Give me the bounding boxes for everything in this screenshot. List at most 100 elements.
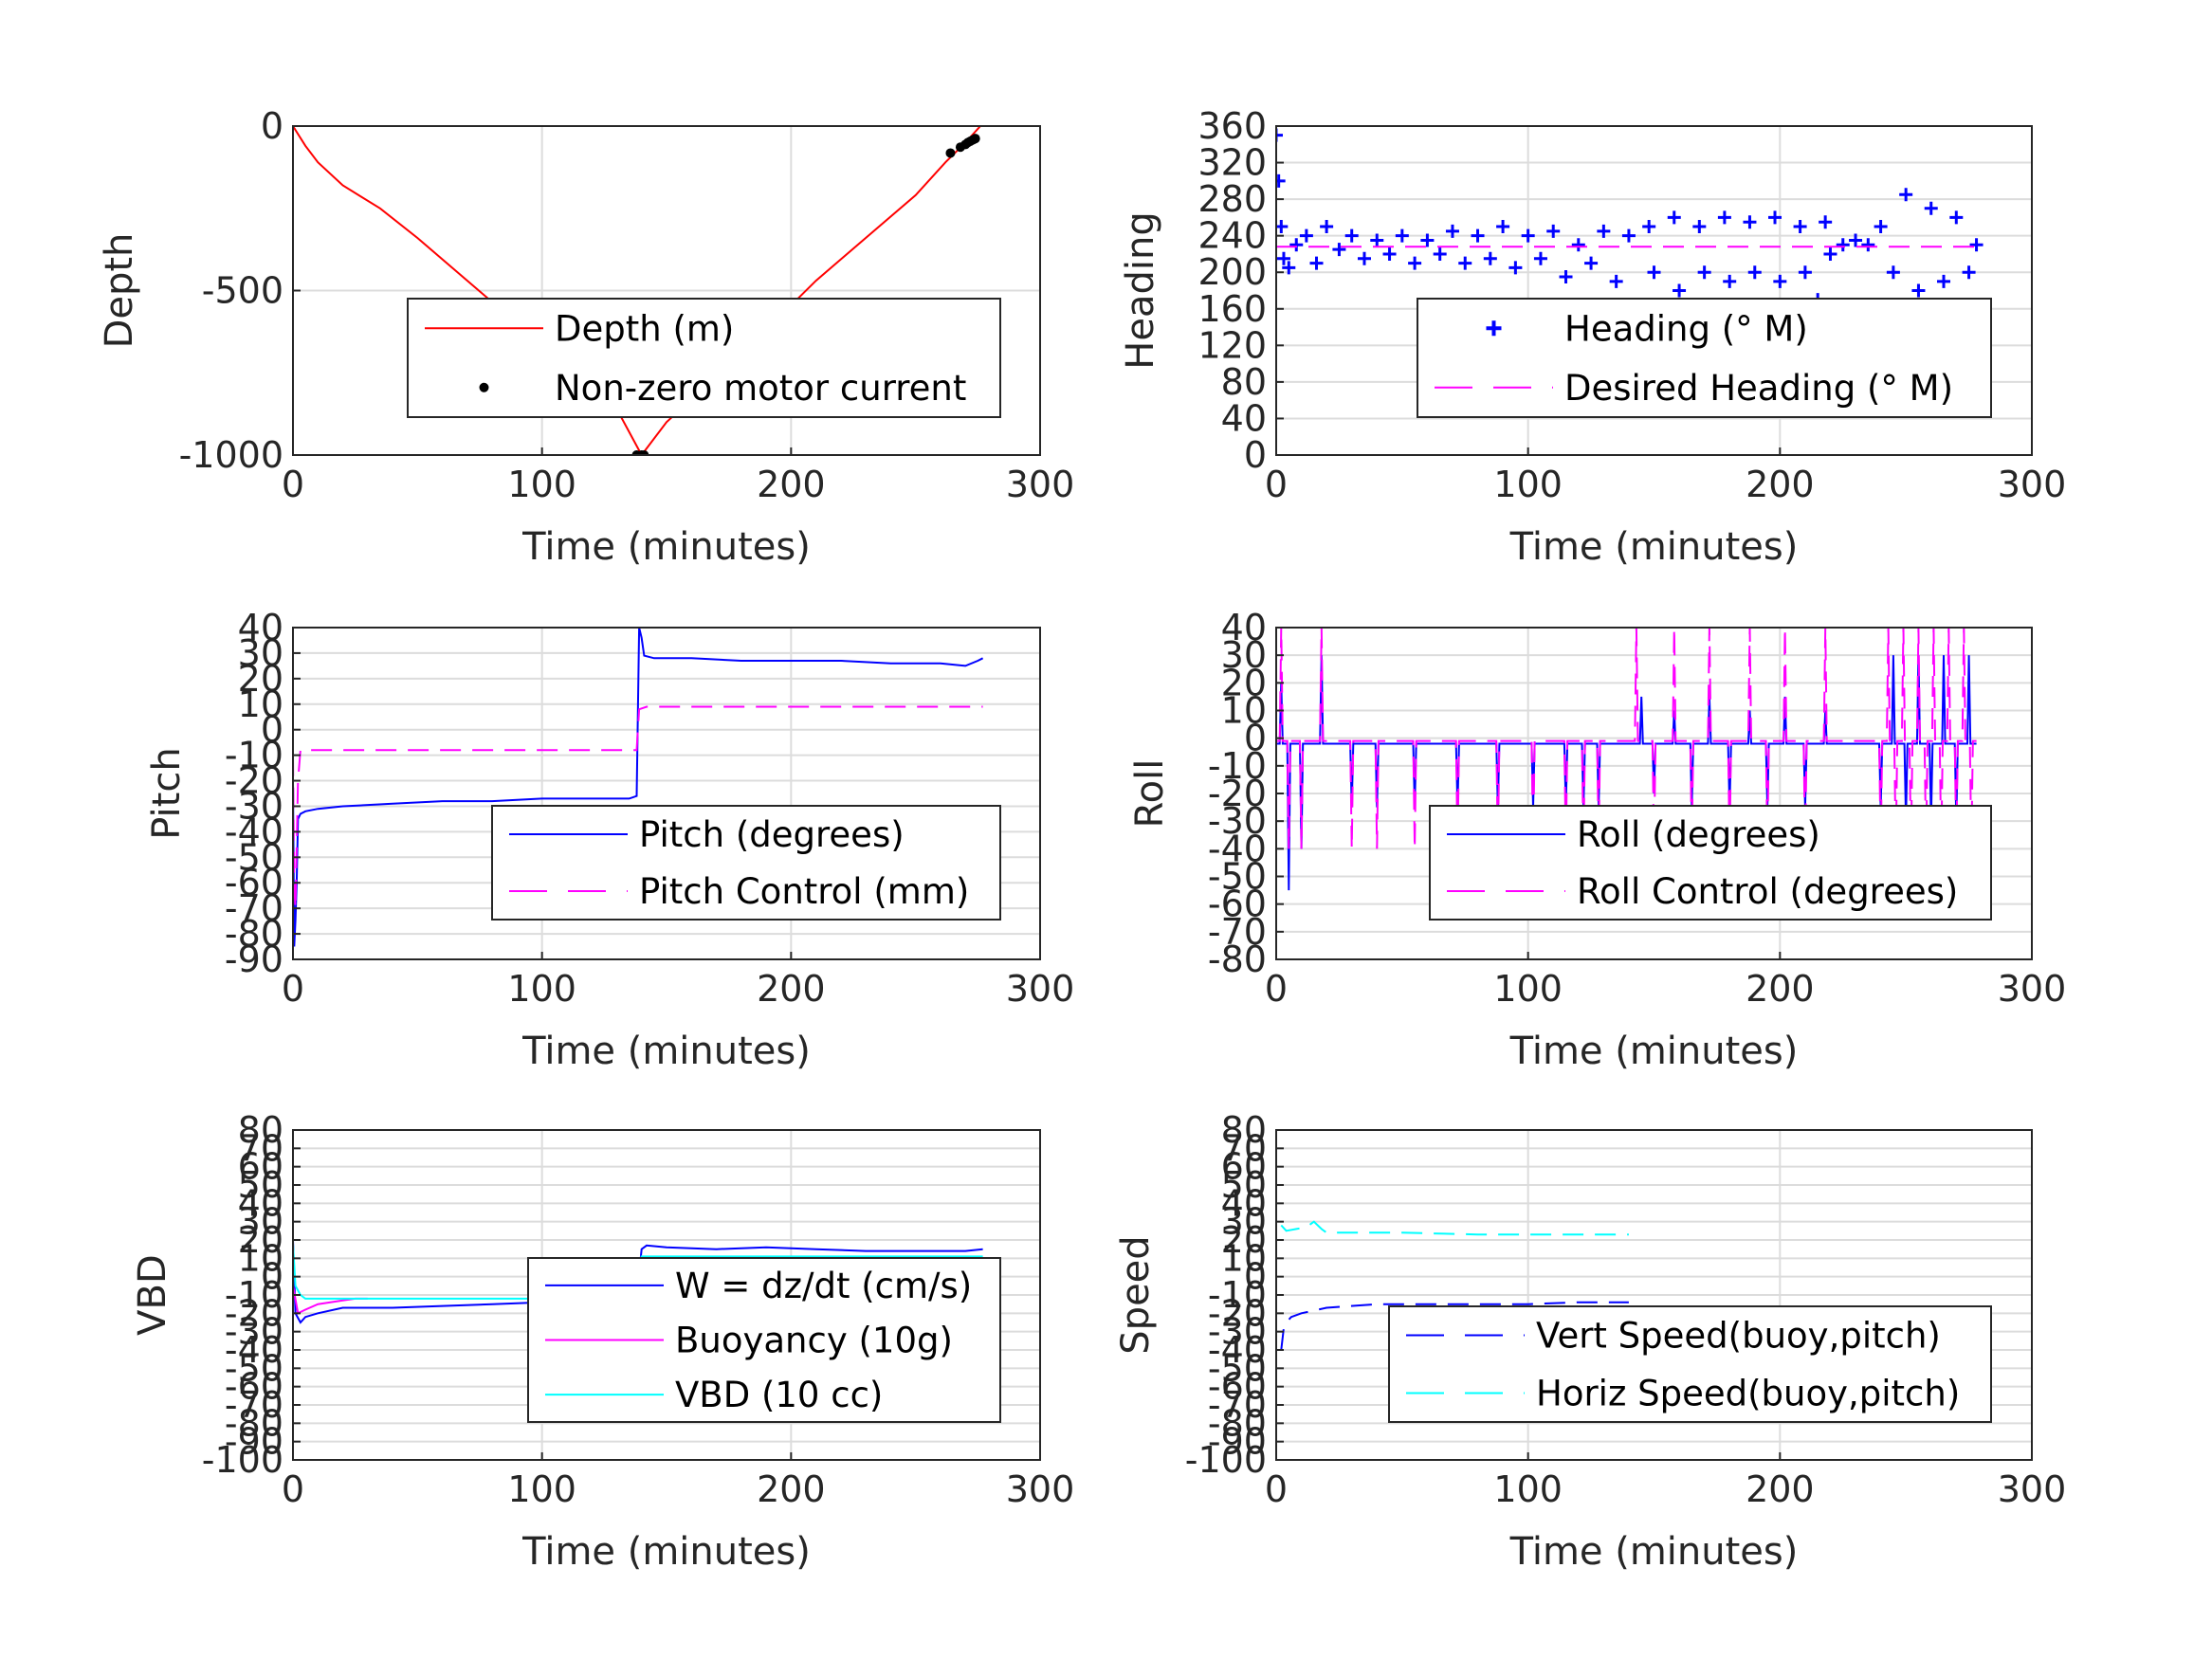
heading-point (1382, 246, 1397, 261)
vbd-legend-label: W = dz/dt (cm/s) (675, 1266, 972, 1306)
heading-y-tick-label: 160 (1197, 288, 1267, 330)
speed-y-tick-label: -40 (1208, 1329, 1267, 1371)
heading-point (1773, 274, 1787, 288)
depth-y-axis-label: Depth (98, 233, 141, 349)
heading-point (1823, 246, 1837, 261)
roll-legend-label: Roll Control (degrees) (1577, 871, 1958, 912)
heading-point (1309, 256, 1324, 270)
heading-y-axis-label: Heading (1119, 211, 1162, 369)
roll-y-tick-label: -10 (1208, 745, 1267, 787)
roll-legend-label: Roll (degrees) (1577, 814, 1820, 855)
pitch-legend-label: Pitch (degrees) (639, 814, 905, 855)
vbd-y-tick-label: -30 (225, 1311, 283, 1353)
heading-point (1471, 228, 1485, 243)
heading-legend-label: Desired Heading (° M) (1564, 368, 1953, 409)
vbd-y-tick-label: -60 (225, 1366, 283, 1408)
speed-y-tick-label: -80 (1208, 1402, 1267, 1444)
heading-y-tick-label: 280 (1197, 178, 1267, 220)
speed-x-tick-label: 100 (1493, 1468, 1563, 1510)
speed-y-tick-label: -70 (1208, 1384, 1267, 1426)
pitch-x-tick-label: 300 (1006, 968, 1075, 1010)
vbd-y-tick-label: -90 (225, 1421, 283, 1463)
vbd-y-tick-label: 60 (238, 1146, 283, 1188)
roll-y-tick-label: 0 (1244, 718, 1267, 759)
pitch-x-axis-label: Time (minutes) (521, 1030, 811, 1073)
roll-series-line (1276, 628, 1977, 849)
vbd-y-tick-label: 40 (238, 1182, 283, 1224)
heading-point (1584, 256, 1599, 270)
heading-point (1299, 228, 1313, 243)
pitch-y-tick-label: 0 (261, 709, 283, 751)
pitch-legend: Pitch (degrees) Pitch Control (mm) (491, 805, 1001, 921)
vbd-y-tick-label: -20 (225, 1292, 283, 1334)
roll-legend-box (1429, 805, 1992, 921)
depth-x-tick-label: 100 (507, 464, 576, 505)
heading-y-tick-label: 40 (1221, 397, 1267, 439)
pitch-legend-label: Pitch Control (mm) (639, 871, 969, 912)
heading-point (1508, 261, 1523, 275)
heading-point (1962, 265, 1976, 280)
vbd-legend: W = dz/dt (cm/s) Buoyancy (10g) VBD (10 cc… (527, 1257, 1001, 1423)
speed-y-tick-label: -30 (1208, 1311, 1267, 1353)
pitch-y-tick-label: -90 (225, 939, 283, 980)
speed-series-group (1280, 1220, 1629, 1351)
pitch-series-line (293, 705, 983, 909)
speed-y-tick-label: 0 (1244, 1256, 1267, 1298)
pitch-y-tick-label: -60 (225, 862, 283, 903)
speed-y-tick-label: 10 (1221, 1237, 1267, 1279)
depth-legend-box (407, 298, 1001, 418)
depth-point (970, 134, 980, 144)
heading-point (1276, 128, 1283, 142)
speed-x-tick-label: 200 (1746, 1468, 1815, 1510)
speed-y-tick-label: 30 (1221, 1201, 1267, 1243)
heading-y-tick-label: 80 (1221, 361, 1267, 403)
pitch-axes-box (292, 627, 1041, 960)
heading-point (1743, 215, 1757, 229)
heading-point (1692, 220, 1707, 234)
vbd-x-tick-label: 0 (282, 1468, 304, 1510)
heading-point (1609, 274, 1623, 288)
depth-point (945, 148, 956, 158)
heading-point (1768, 210, 1782, 225)
depth-chart: 0 100 200 300 -1000 -500 0 Time (minutes) Depth D… (98, 105, 1074, 569)
pitch-y-tick-label: 10 (238, 684, 283, 725)
pitch-y-axis-label: Pitch (145, 747, 189, 839)
heading-point (1533, 251, 1547, 265)
heading-point (1344, 228, 1359, 243)
speed-series-line (1280, 1220, 1629, 1236)
vbd-x-axis-label: Time (minutes) (521, 1530, 811, 1574)
pitch-x-tick-label: 100 (507, 968, 576, 1010)
pitch-chart: 0 100 200 300-90-80-70-60-50-40-30-20-10010… (145, 607, 1074, 1073)
speed-y-tick-label: -90 (1208, 1421, 1267, 1463)
speed-y-tick-label: -50 (1208, 1347, 1267, 1389)
heading-point (1723, 274, 1737, 288)
heading-point (1320, 220, 1334, 234)
pitch-x-tick-label: 200 (757, 968, 826, 1010)
heading-point (1717, 210, 1731, 225)
speed-legend-label: Horiz Speed(buoy,pitch) (1536, 1374, 1960, 1414)
heading-x-tick-label: 200 (1746, 464, 1815, 505)
depth-legend-marker (479, 382, 489, 392)
heading-point (1483, 251, 1497, 265)
heading-point (1276, 173, 1286, 188)
speed-y-tick-label: -20 (1208, 1292, 1267, 1334)
heading-point (1445, 224, 1459, 238)
speed-legend: Vert Speed(buoy,pitch) Horiz Speed(buoy,p… (1388, 1305, 1992, 1423)
pitch-y-tick-label: -20 (225, 760, 283, 802)
pitch-series-group (293, 628, 984, 947)
roll-y-tick-label: -70 (1208, 911, 1267, 953)
speed-y-tick-label: 60 (1221, 1146, 1267, 1188)
depth-y-tick-label: 0 (261, 105, 283, 147)
vbd-y-tick-label: 50 (238, 1164, 283, 1206)
vbd-y-tick-label: 20 (238, 1219, 283, 1261)
depth-legend-label: Non-zero motor current (555, 368, 966, 409)
heading-point (1546, 224, 1561, 238)
heading-point (1886, 265, 1900, 280)
heading-point (1282, 261, 1296, 275)
depth-x-tick-label: 0 (282, 464, 304, 505)
pitch-y-tick-label: 20 (238, 658, 283, 700)
heading-point (1496, 220, 1510, 234)
depth-legend-label: Depth (m) (555, 308, 734, 349)
pitch-y-tick-label: 40 (238, 607, 283, 648)
